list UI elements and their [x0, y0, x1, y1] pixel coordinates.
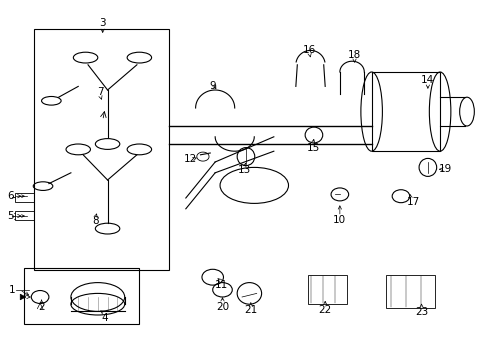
Text: 11: 11 — [214, 280, 228, 290]
Text: 2: 2 — [38, 302, 45, 312]
Text: 15: 15 — [305, 143, 319, 153]
Text: 10: 10 — [333, 215, 346, 225]
Bar — [15, 211, 34, 220]
Text: 3: 3 — [99, 18, 106, 28]
Text: 13: 13 — [237, 165, 251, 175]
Text: 18: 18 — [347, 50, 361, 60]
Text: 8: 8 — [92, 216, 99, 226]
Text: 14: 14 — [420, 75, 434, 85]
Text: 22: 22 — [318, 305, 331, 315]
Text: 17: 17 — [406, 197, 419, 207]
Bar — [24, 268, 139, 324]
Text: 12: 12 — [183, 154, 197, 164]
Text: 23: 23 — [414, 307, 427, 317]
Text: 5: 5 — [7, 211, 14, 221]
Text: 1: 1 — [9, 285, 16, 295]
Bar — [34, 29, 168, 270]
Text: 16: 16 — [302, 45, 316, 55]
Text: 7: 7 — [97, 87, 103, 97]
Text: 19: 19 — [437, 164, 451, 174]
Text: 6: 6 — [7, 191, 14, 201]
Text: 20: 20 — [216, 302, 228, 312]
Text: 4: 4 — [102, 312, 108, 323]
Bar — [307, 275, 346, 304]
Bar — [386, 275, 434, 308]
Text: 21: 21 — [244, 305, 257, 315]
Text: 9: 9 — [209, 81, 216, 91]
Bar — [15, 193, 34, 202]
Bar — [371, 72, 439, 151]
